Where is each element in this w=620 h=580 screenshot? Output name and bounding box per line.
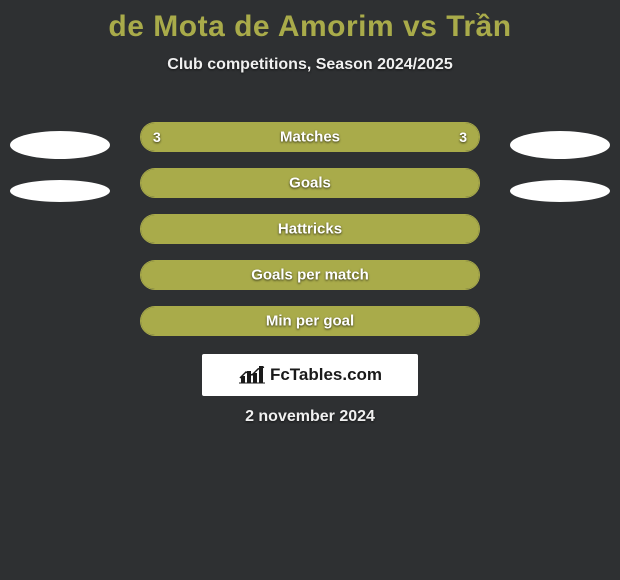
stat-bar: Hattricks [140, 214, 480, 244]
stat-value-left: 3 [153, 129, 161, 145]
comparison-card: de Mota de Amorim vs Trần Club competiti… [0, 0, 620, 580]
page-title: de Mota de Amorim vs Trần [0, 0, 620, 44]
player-right-avatar [510, 131, 610, 159]
stat-bar: Goals [140, 168, 480, 198]
stat-value-right: 3 [459, 129, 467, 145]
stat-label: Goals per match [141, 267, 479, 284]
page-subtitle: Club competitions, Season 2024/2025 [0, 56, 620, 74]
brand-name: FcTables.com [270, 365, 382, 385]
stat-row: Min per goal [0, 306, 620, 352]
footer-date: 2 november 2024 [0, 408, 620, 426]
stat-label: Matches [141, 129, 479, 146]
brand-badge: FcTables.com [202, 354, 418, 396]
stat-label: Goals [141, 175, 479, 192]
stat-rows: Matches3 3 Goals Hattricks Goals per match Mi… [0, 122, 620, 352]
stat-row: Goals per match [0, 260, 620, 306]
stat-bar: Matches3 3 [140, 122, 480, 152]
stat-bar: Goals per match [140, 260, 480, 290]
player-left-avatar [10, 131, 110, 159]
stat-label: Hattricks [141, 221, 479, 238]
stat-row: Matches3 3 [0, 122, 620, 168]
stat-row: Hattricks [0, 214, 620, 260]
stat-bar: Min per goal [140, 306, 480, 336]
chart-bars-icon [238, 364, 266, 386]
stat-label: Min per goal [141, 313, 479, 330]
player-right-avatar [510, 180, 610, 202]
player-left-avatar [10, 180, 110, 202]
stat-row: Goals [0, 168, 620, 214]
